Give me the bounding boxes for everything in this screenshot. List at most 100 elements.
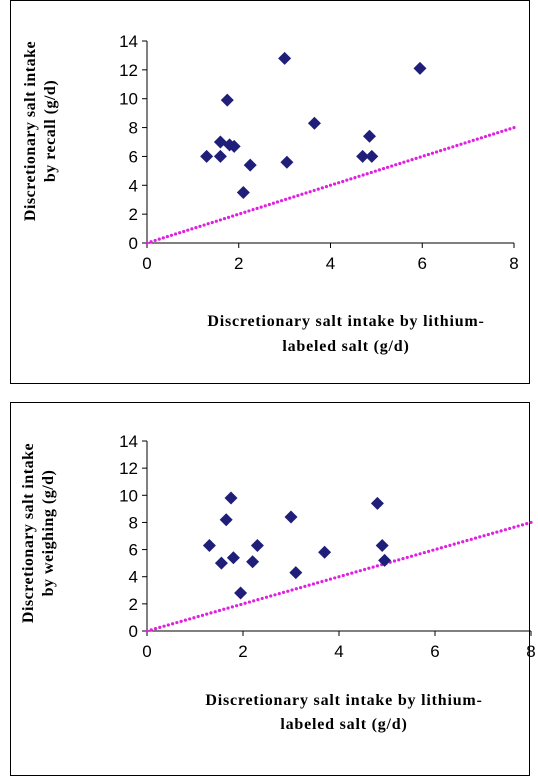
data-point xyxy=(280,155,294,169)
y-tick-label: 14 xyxy=(119,32,138,51)
reference-line-dot xyxy=(256,598,260,602)
data-point xyxy=(356,149,370,163)
reference-line-dot xyxy=(183,618,187,622)
x-axis-label: labeled salt (g/d) xyxy=(280,716,407,733)
reference-line-dot xyxy=(479,136,483,140)
x-tick-label: 2 xyxy=(238,642,247,661)
reference-line-dot xyxy=(455,143,459,148)
reference-line-dot xyxy=(504,128,508,132)
data-point xyxy=(224,491,238,505)
reference-line-dot xyxy=(308,190,312,194)
x-tick-label: 0 xyxy=(142,642,151,661)
reference-line-dot xyxy=(271,201,276,205)
reference-line-dot xyxy=(357,174,361,178)
reference-line-dot xyxy=(226,215,231,219)
reference-line-dot xyxy=(194,226,198,230)
reference-line-dot xyxy=(471,138,475,142)
reference-line-dot xyxy=(296,193,300,198)
reference-line-dot xyxy=(166,623,170,627)
x-tick-label: 6 xyxy=(418,254,427,273)
reference-line-dot xyxy=(188,617,192,621)
reference-line-dot xyxy=(353,175,357,180)
y-tick-label: 4 xyxy=(129,176,138,195)
data-point xyxy=(234,586,248,600)
reference-line-dot xyxy=(165,234,169,239)
reference-line-dot xyxy=(235,213,239,217)
reference-line-dot xyxy=(439,149,443,153)
reference-line-dot xyxy=(482,534,486,538)
reference-line-dot xyxy=(487,133,492,137)
reference-line-dot xyxy=(186,228,190,232)
data-point xyxy=(365,149,379,163)
reference-line-dot xyxy=(239,211,243,216)
reference-line-dot xyxy=(294,587,298,591)
reference-line-dot xyxy=(214,219,218,223)
reference-line-dot xyxy=(320,186,324,190)
reference-line-dot xyxy=(414,156,418,160)
reference-line-dot xyxy=(210,220,214,225)
reference-line-dot xyxy=(350,571,354,575)
reference-line-dot xyxy=(307,583,311,587)
reference-line-dot xyxy=(263,204,267,208)
reference-line-dot xyxy=(332,182,337,186)
reference-line-dot xyxy=(491,531,495,535)
reference-line-dot xyxy=(461,540,465,544)
reference-line-dot xyxy=(478,535,482,539)
data-point xyxy=(318,545,332,559)
y-tick-label: 0 xyxy=(129,234,138,253)
y-tick-label: 8 xyxy=(129,119,138,138)
reference-line-dot xyxy=(251,208,255,212)
reference-line-dot xyxy=(496,131,500,135)
y-tick-label: 12 xyxy=(119,61,138,80)
reference-line-dot xyxy=(328,183,333,187)
data-point xyxy=(307,116,321,130)
data-point xyxy=(243,158,257,172)
reference-line-dot xyxy=(328,577,333,581)
y-tick-label: 12 xyxy=(119,459,138,478)
reference-line-dot xyxy=(486,532,490,537)
reference-line-dot xyxy=(311,582,315,586)
reference-line-dot xyxy=(304,191,308,195)
reference-line-dot xyxy=(247,209,251,213)
reference-line-dot xyxy=(443,147,447,151)
reference-line-dot xyxy=(222,607,226,611)
chart-panel-weighing: 0 2 4 6 8 10 12 14 0 2 4 6 8 Discretionary salt intak… xyxy=(10,402,536,776)
reference-line-dot xyxy=(252,599,256,603)
reference-line-dot xyxy=(267,202,271,207)
reference-line-dot xyxy=(341,573,345,578)
reference-line-dot xyxy=(279,199,284,203)
reference-line-dot xyxy=(157,237,161,241)
reference-line-dot xyxy=(492,132,496,136)
x-tick-label: 4 xyxy=(334,642,343,661)
reference-line-dot xyxy=(182,229,186,234)
reference-line-dot xyxy=(409,554,414,558)
reference-line-dot xyxy=(259,205,263,209)
reference-line-dot xyxy=(525,522,529,526)
y-axis-label: Discretionary salt intake xyxy=(22,41,39,221)
reference-line-dot xyxy=(288,196,292,200)
reference-line-dot xyxy=(529,520,533,525)
reference-line-dot xyxy=(503,528,507,532)
reference-line-dot xyxy=(459,142,463,146)
reference-line-dot xyxy=(205,612,209,616)
data-point xyxy=(200,149,214,163)
reference-line-dot xyxy=(397,558,401,562)
reference-line-dot xyxy=(213,610,217,614)
x-tick-label: 8 xyxy=(509,254,518,273)
reference-line-dot xyxy=(153,626,158,631)
reference-line-dot xyxy=(381,167,386,171)
reference-line-dot xyxy=(286,589,290,593)
reference-line-dot xyxy=(349,177,353,181)
reference-line-dot xyxy=(431,548,435,552)
reference-line-dot xyxy=(402,160,406,164)
reference-line-dot xyxy=(292,195,296,199)
reference-line-dot xyxy=(324,578,328,582)
reference-line-dot xyxy=(273,593,277,597)
reference-line-dot xyxy=(499,529,503,533)
data-point xyxy=(250,539,264,552)
x-tick-label: 4 xyxy=(326,254,335,273)
reference-line-dot xyxy=(465,538,469,543)
x-axis-label: Discretionary salt intake by lithium- xyxy=(205,692,482,709)
reference-line-dot xyxy=(275,200,280,204)
reference-line-dot xyxy=(337,181,341,185)
